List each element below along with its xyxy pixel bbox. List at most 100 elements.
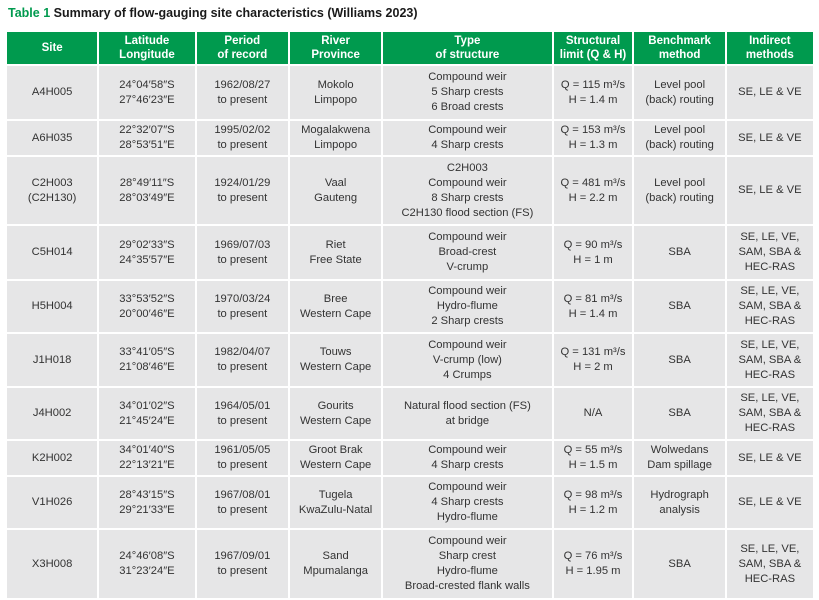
cell-line: Limpopo	[314, 93, 358, 106]
cell-line: Q = 55 m³/s	[563, 444, 623, 456]
cell-coordinates: 28°43′15″S 29°21′33″E	[99, 477, 195, 528]
cell-line: 27°46′23″E	[119, 93, 175, 106]
cell-line: Western Cape	[299, 307, 372, 320]
cell-line: J1H018	[32, 353, 72, 366]
header-line: River	[321, 35, 350, 47]
table-row: J4H002 34°01′02″S 21°45′24″E 1964/05/01 to p…	[7, 388, 813, 439]
header-benchmark-method: Benchmark method	[634, 32, 725, 64]
cell-line: Gauteng	[314, 191, 358, 204]
cell-line: 28°49′11″S	[119, 176, 175, 189]
table-row: K2H002 34°01′40″S 22°13′21″E 1961/05/05 to p…	[7, 441, 813, 475]
cell-river-province: Groot Brak Western Cape	[289, 441, 382, 475]
cell-line: HEC-RAS	[744, 422, 796, 434]
cell-structure-type: Compound weir 5 Sharp crests 6 Broad crest…	[383, 66, 552, 119]
table-row: H5H004 33°53′52″S 20°00′46″E 1970/03/24 to p…	[7, 281, 813, 332]
cell-river-province: Vaal Gauteng	[289, 157, 382, 224]
header-line: Type	[454, 35, 481, 47]
cell-line: 33°53′52″S	[119, 292, 175, 305]
cell-line: to present	[217, 93, 268, 106]
cell-period: 1995/02/02 to present	[196, 121, 288, 155]
cell-line: Dam spillage	[647, 459, 712, 471]
header-coordinates: Latitude Longitude	[99, 32, 195, 64]
header-line: Latitude	[124, 35, 170, 47]
cell-benchmark-method: SBA	[634, 281, 725, 332]
cell-line: 29°21′33″E	[119, 503, 175, 516]
table-body: A4H005 24°04′58″S 27°46′23″E 1962/08/27 to p…	[7, 66, 813, 598]
cell-line: 20°00′46″E	[119, 307, 175, 320]
cell-line: 34°01′40″S	[119, 444, 175, 456]
cell-site: J4H002	[7, 388, 98, 439]
cell-river-province: Sand Mpumalanga	[289, 530, 382, 598]
cell-line: 34°01′02″S	[119, 399, 175, 412]
cell-river-province: Mogalakwena Limpopo	[289, 121, 382, 155]
cell-line: 5 Sharp crests	[431, 86, 504, 98]
cell-line: Hydro-flume	[436, 300, 498, 312]
cell-line: 1961/05/05	[214, 444, 271, 456]
cell-line: V-crump (low)	[432, 353, 502, 366]
cell-line: Hydrograph	[650, 488, 709, 501]
cell-line: Q = 153 m³/s	[560, 124, 626, 136]
cell-structure-type: Compound weir 4 Sharp crests	[383, 441, 552, 475]
cell-period: 1967/08/01 to present	[196, 477, 288, 528]
cell-line: 28°43′15″S	[119, 488, 175, 501]
cell-line: 21°08′46″E	[119, 361, 175, 373]
cell-line: SE, LE, VE,	[740, 231, 800, 243]
cell-structural-limit: Q = 115 m³/s H = 1.4 m	[553, 66, 633, 119]
cell-line: Groot Brak	[308, 444, 363, 456]
cell-line: C2H003	[446, 161, 488, 174]
cell-site: C5H014	[7, 226, 98, 279]
header-period: Period of record	[196, 32, 288, 64]
cell-structure-type: Compound weir 4 Sharp crests Hydro-flume	[383, 477, 552, 528]
header-site: Site	[7, 32, 98, 64]
cell-line: H5H004	[31, 300, 73, 312]
cell-period: 1961/05/05 to present	[196, 441, 288, 475]
cell-river-province: Gourits Western Cape	[289, 388, 382, 439]
cell-period: 1924/01/29 to present	[196, 157, 288, 224]
header-line: of record	[217, 49, 268, 61]
header-line: Structural	[565, 35, 621, 47]
cell-line: to present	[217, 139, 268, 151]
cell-line: Tugela	[318, 488, 353, 501]
cell-line: (C2H130)	[27, 191, 77, 204]
cell-structure-type: Compound weir Sharp crest Hydro-flume Broad…	[383, 530, 552, 598]
cell-coordinates: 24°46′08″S 31°23′24″E	[99, 530, 195, 598]
cell-coordinates: 22°32′07″S 28°53′51″E	[99, 121, 195, 155]
cell-line: 29°02′33″S	[119, 238, 175, 251]
cell-line: to present	[217, 459, 268, 471]
cell-line: HEC-RAS	[744, 368, 796, 381]
cell-line: to present	[217, 503, 268, 516]
header-line: Longitude	[119, 49, 175, 61]
cell-site: A4H005	[7, 66, 98, 119]
cell-line: 1967/08/01	[214, 488, 271, 501]
cell-benchmark-method: Level pool (back) routing	[634, 157, 725, 224]
table-row: V1H026 28°43′15″S 29°21′33″E 1967/08/01 to p…	[7, 477, 813, 528]
cell-site: C2H003 (C2H130)	[7, 157, 98, 224]
cell-coordinates: 28°49′11″S 28°03′49″E	[99, 157, 195, 224]
cell-line: Touws	[319, 346, 352, 358]
cell-line: Compound weir	[428, 444, 507, 456]
cell-line: 4 Crumps	[443, 368, 492, 381]
cell-line: Wolwedans	[650, 444, 709, 456]
site-characteristics-table: Site Latitude Longitude Period of record Rive…	[5, 30, 815, 600]
cell-line: SBA	[668, 353, 691, 366]
cell-line: 24°04′58″S	[119, 78, 175, 91]
cell-indirect-methods: SE, LE, VE, SAM, SBA & HEC-RAS	[726, 281, 813, 332]
cell-line: SAM, SBA &	[738, 300, 802, 312]
cell-line: Q = 90 m³/s	[563, 238, 623, 251]
cell-line: SBA	[668, 407, 691, 419]
cell-line: Level pool	[654, 176, 706, 189]
cell-line: 2 Sharp crests	[431, 315, 504, 327]
cell-line: 1962/08/27	[214, 78, 271, 91]
cell-line: A4H005	[31, 86, 73, 98]
cell-line: Level pool	[654, 124, 706, 136]
cell-line: Compound weir	[428, 481, 507, 493]
cell-line: Hydro-flume	[436, 565, 498, 577]
cell-line: Riet	[325, 238, 346, 251]
cell-line: Bree	[323, 292, 348, 305]
cell-indirect-methods: SE, LE, VE, SAM, SBA & HEC-RAS	[726, 388, 813, 439]
table-title: Summary of flow-gauging site characteris…	[53, 6, 418, 20]
cell-line: Hydro-flume	[436, 511, 498, 523]
cell-site: H5H004	[7, 281, 98, 332]
cell-coordinates: 29°02′33″S 24°35′57″E	[99, 226, 195, 279]
cell-line: H = 1.95 m	[565, 565, 621, 577]
